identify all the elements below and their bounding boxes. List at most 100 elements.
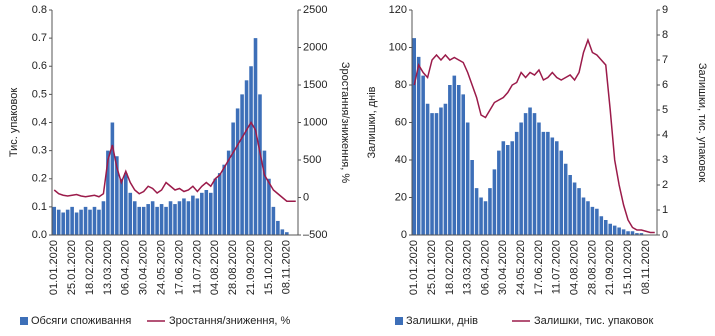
y2-tick-label: 1000 <box>303 116 327 128</box>
bar <box>217 173 222 235</box>
bar <box>61 212 65 235</box>
bar <box>568 175 572 235</box>
y-tick-label: 80 <box>395 79 407 91</box>
y2-tick-label: 2000 <box>303 41 327 53</box>
bar <box>177 201 182 235</box>
x-tick-label: 08.11.2020 <box>281 240 293 294</box>
y-tick-label: 0.6 <box>32 60 47 72</box>
x-tick-label: 13.03.2020 <box>102 240 114 295</box>
bar <box>191 195 195 235</box>
bar <box>639 233 644 235</box>
bar <box>448 85 452 235</box>
bar <box>572 182 577 235</box>
x-tick-label: 11.07.2020 <box>551 240 563 294</box>
y2-tick-label: 0 <box>303 191 309 203</box>
legend-swatch <box>20 317 28 325</box>
bar <box>97 209 101 235</box>
y2-tick-label: 500 <box>303 154 321 166</box>
bar <box>546 131 550 235</box>
bar <box>550 137 555 235</box>
x-tick-label: 18.02.2020 <box>444 240 456 295</box>
bar <box>208 192 213 235</box>
bar <box>608 223 613 235</box>
line <box>413 37 655 234</box>
bar <box>635 233 639 235</box>
bar <box>519 122 523 235</box>
bar <box>70 206 74 235</box>
x-tick-label: 25.01.2020 <box>66 240 78 295</box>
bar <box>599 216 604 235</box>
bar <box>164 206 168 235</box>
bar <box>439 107 443 235</box>
bar <box>146 204 150 235</box>
x-tick-label: 13.03.2020 <box>462 240 474 295</box>
x-tick-label: 25.01.2020 <box>426 240 438 295</box>
bar <box>56 209 61 235</box>
bar <box>479 197 483 235</box>
y2-axis-title: Зростання/зниження, % <box>339 62 351 184</box>
bar <box>280 229 285 235</box>
y2-tick-label: 1500 <box>303 79 327 91</box>
y-tick-label: 60 <box>395 116 407 128</box>
bar <box>213 178 218 235</box>
bar <box>101 201 106 235</box>
x-tick-label: 28.08.2020 <box>586 240 598 295</box>
y-axis-title: Тис. упаковок <box>8 88 20 157</box>
bar <box>563 163 568 235</box>
bar <box>83 206 88 235</box>
y-tick-label: 0.2 <box>32 173 47 185</box>
bar <box>554 141 559 235</box>
x-tick-label: 28.08.2020 <box>227 240 239 295</box>
x-tick-label: 08.11.2020 <box>640 240 652 294</box>
bar <box>119 178 124 235</box>
bar <box>52 206 57 235</box>
y2-tick-label: –500 <box>303 229 327 241</box>
x-tick-label: 21.09.2020 <box>604 240 616 295</box>
bar <box>416 56 421 235</box>
x-tick-label: 04.08.2020 <box>568 240 580 295</box>
bar <box>226 150 231 235</box>
bar <box>421 75 425 235</box>
bar <box>425 103 430 235</box>
y2-tick-label: 2500 <box>303 4 327 16</box>
y-tick-label: 100 <box>389 41 407 53</box>
legend-label: Обсяги споживання <box>31 315 131 327</box>
x-tick-label: 15.10.2020 <box>263 240 275 295</box>
bar <box>514 131 519 235</box>
bar <box>200 192 204 235</box>
bar <box>559 150 564 235</box>
bar <box>456 85 461 235</box>
y-axis-title: Залишки, днів <box>366 86 378 158</box>
bar <box>461 94 466 235</box>
bar <box>124 173 128 235</box>
y2-tick-label: 1 <box>662 204 668 216</box>
bar <box>474 188 479 235</box>
x-tick-label: 17.06.2020 <box>173 240 185 295</box>
bar <box>92 206 97 235</box>
bar <box>285 232 289 235</box>
bar <box>430 113 434 235</box>
x-tick-label: 24.05.2020 <box>515 240 527 295</box>
bar <box>204 190 209 235</box>
y2-tick-label: 5 <box>662 104 668 116</box>
bar <box>88 209 92 235</box>
bar <box>79 209 83 235</box>
y-tick-label: 0 <box>401 229 407 241</box>
y2-tick-label: 6 <box>662 79 668 91</box>
bar <box>240 94 244 235</box>
y-tick-label: 20 <box>395 191 407 203</box>
legend-label: Залишки, тис. упаковок <box>534 315 653 327</box>
bar <box>262 150 267 235</box>
bar <box>510 141 515 235</box>
bar <box>523 113 528 235</box>
bar <box>168 201 173 235</box>
bar <box>271 206 276 235</box>
x-tick-label: 01.01.2020 <box>48 240 60 295</box>
bar <box>65 209 70 235</box>
bar <box>258 94 262 235</box>
bar <box>128 192 133 235</box>
x-tick-label: 30.04.2020 <box>497 240 509 295</box>
bar <box>443 103 448 235</box>
bar <box>106 150 110 235</box>
